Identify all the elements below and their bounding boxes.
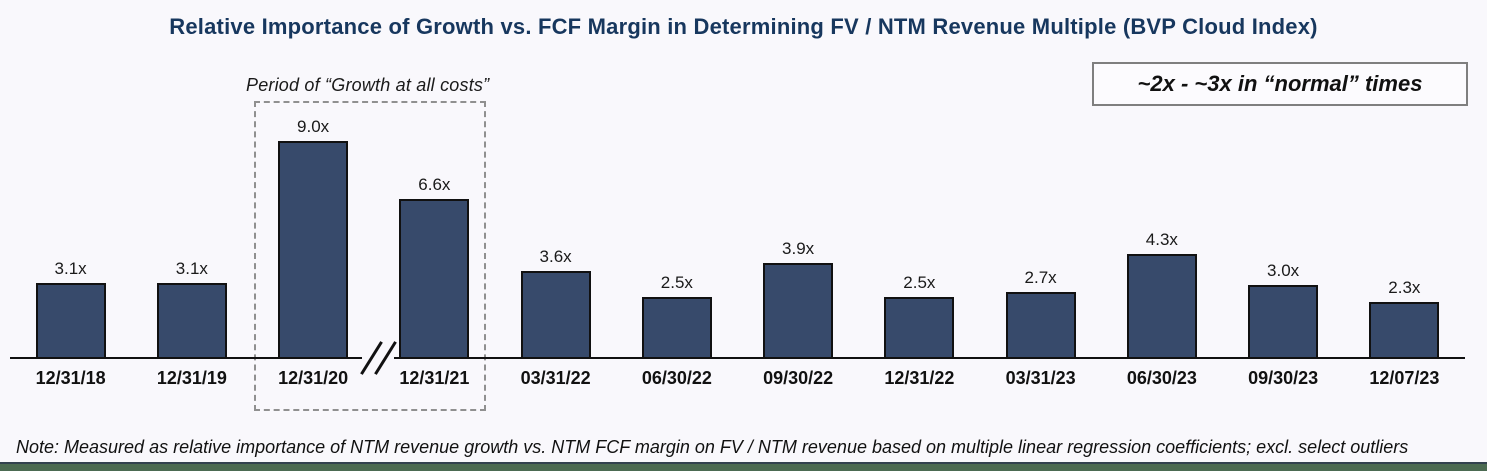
x-axis-label: 12/31/22: [884, 368, 955, 388]
x-axis-label: 06/30/22: [641, 368, 712, 388]
bar-column: 2.3x: [1344, 0, 1465, 357]
bar: [1369, 301, 1440, 357]
bar-column: 3.6x: [495, 0, 616, 357]
bar-column: 3.1x: [131, 0, 252, 357]
normal-times-callout-text: ~2x - ~3x in “normal” times: [1137, 71, 1423, 96]
bar: [884, 297, 955, 357]
bar-value-label: 3.9x: [782, 239, 815, 259]
bar-value-label: 2.3x: [1388, 277, 1421, 297]
x-axis-label: 12/31/21: [399, 368, 470, 388]
footer-stripe: [0, 462, 1487, 471]
bar-column: 6.6x: [374, 0, 495, 357]
normal-times-callout: ~2x - ~3x in “normal” times: [1092, 62, 1468, 106]
bar: [520, 270, 591, 357]
bar: [641, 297, 712, 357]
bar-column: 2.5x: [616, 0, 737, 357]
bar-value-label: 3.6x: [539, 246, 572, 266]
bar: [278, 141, 349, 357]
axis-break-gap: [362, 355, 394, 362]
bar: [1005, 292, 1076, 357]
highlight-dashed-box: [254, 101, 486, 411]
x-axis-label: 09/30/22: [763, 368, 834, 388]
x-axis-label: 03/31/23: [1005, 368, 1076, 388]
bar-value-label: 3.1x: [54, 258, 87, 278]
bar-column: 2.5x: [859, 0, 980, 357]
period-annotation: Period of “Growth at all costs”: [246, 75, 490, 95]
x-axis-label: 06/30/23: [1126, 368, 1197, 388]
x-axis-label: 09/30/23: [1248, 368, 1319, 388]
bar: [763, 263, 834, 357]
bar-value-label: 3.1x: [175, 258, 208, 278]
bar-value-label: 4.3x: [1145, 229, 1178, 249]
bar-column: 4.3x: [1101, 0, 1222, 357]
bar-column: 3.9x: [738, 0, 859, 357]
bar-value-label: 2.5x: [660, 273, 693, 292]
bar-chart: 3.1x 3.1x 9.0x 6.6x 3.6x 2.5x 3.9x 2.5x 2.7x 4.3x…: [10, 0, 1465, 471]
x-axis-label: 12/31/19: [156, 368, 227, 388]
bar-value-label: 2.5x: [903, 273, 936, 292]
bar: [156, 282, 227, 357]
bar-column: 9.0x: [253, 0, 374, 357]
bar: [35, 282, 106, 357]
bar-value-label: 9.0x: [297, 117, 330, 136]
x-axis-line: [10, 357, 1465, 359]
bar-value-label: 6.6x: [418, 174, 451, 194]
x-axis-labels: 12/31/18 12/31/19 12/31/20 12/31/21 03/31/22…: [10, 368, 1465, 389]
x-axis-label: 12/31/18: [35, 368, 106, 388]
bars-container: 3.1x 3.1x 9.0x 6.6x 3.6x 2.5x 3.9x 2.5x 2.7x 4.3x…: [10, 0, 1465, 357]
bar: [399, 198, 470, 357]
bar-column: 3.0x: [1223, 0, 1344, 357]
bar-value-label: 3.0x: [1267, 261, 1300, 280]
chart-title: Relative Importance of Growth vs. FCF Ma…: [169, 14, 1318, 39]
bar: [1248, 285, 1319, 357]
x-axis-label: 03/31/22: [520, 368, 591, 388]
bar: [1126, 253, 1197, 357]
bar-column: 2.7x: [980, 0, 1101, 357]
x-axis-label: 12/31/20: [278, 368, 349, 388]
footnote: Note: Measured as relative importance of…: [16, 437, 1409, 457]
bar-column: 3.1x: [10, 0, 131, 357]
bar-value-label: 2.7x: [1024, 268, 1057, 288]
x-axis-label: 12/07/23: [1369, 368, 1440, 388]
